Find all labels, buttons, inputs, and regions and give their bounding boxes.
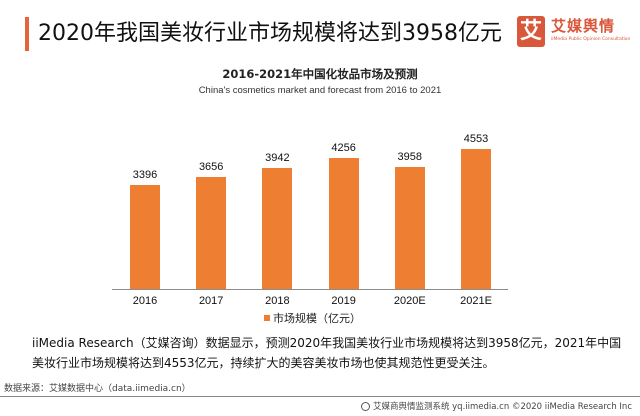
chart-subtitle: China's cosmetics market and forecast fr… — [198, 85, 442, 96]
brand-logo: 艾 艾媒舆情 iiMedia Public Opinion Consultati… — [517, 16, 637, 50]
logo-icon: 艾 — [517, 16, 545, 47]
bar-value-label: 3656 — [198, 161, 224, 173]
x-axis-line — [112, 289, 508, 290]
bar-group: 4256 2019 — [311, 100, 377, 307]
bar-value-label: 4256 — [331, 142, 356, 154]
bar-value-label: 3958 — [397, 151, 423, 163]
logo-tagline: iiMedia Public Opinion Consultation — [551, 37, 631, 42]
monitor-icon — [360, 401, 370, 411]
title-accent-bar — [25, 17, 29, 51]
footer-text: 艾媒商舆情监测系统 yq.iimedia.cn ©2020 iiMedia Re… — [372, 402, 632, 412]
x-axis-tick-label: 2017 — [198, 295, 224, 307]
bar-group: 3656 2017 — [178, 100, 244, 307]
chart-title: 2016-2021年中国化妆品市场及预测 — [222, 67, 418, 81]
legend-label: 市场规模（亿元） — [273, 312, 361, 325]
bar-value-label: 3396 — [132, 169, 158, 181]
footer-divider — [0, 396, 640, 397]
data-source: 数据来源：艾媒数据中心（data.iimedia.cn） — [4, 384, 191, 394]
bar — [461, 149, 491, 289]
bar-group: 3396 2016 — [112, 100, 178, 307]
chart-legend: 市场规模（亿元） — [264, 311, 361, 325]
logo-name: 艾媒舆情 — [551, 17, 616, 35]
legend-swatch — [264, 315, 270, 321]
bar-group: 3942 2018 — [244, 100, 310, 307]
bar — [328, 158, 359, 289]
bar — [196, 177, 227, 289]
bar — [262, 168, 293, 289]
x-axis-tick-label: 2019 — [331, 295, 356, 307]
x-axis-tick-label: 2021E — [460, 295, 492, 307]
description-text: iiMedia Research（艾媒咨询）数据显示，预测2020年我国美妆行业… — [32, 336, 622, 370]
x-axis-tick-label: 2018 — [265, 295, 290, 307]
footer: 艾媒商舆情监测系统 yq.iimedia.cn ©2020 iiMedia Re… — [360, 400, 632, 412]
bar-group: 4553 2021E — [443, 100, 509, 307]
bar-group: 3958 2020E — [377, 100, 443, 307]
bar-value-label: 3942 — [265, 152, 290, 164]
x-axis-tick-label: 2016 — [132, 295, 158, 307]
bar-chart-plot: 3396 2016 3656 2017 3942 2018 4256 2019 3958 2020… — [112, 100, 509, 307]
x-axis-tick-label: 2020E — [393, 295, 426, 307]
bar-value-label: 4553 — [463, 133, 489, 145]
bar — [130, 185, 160, 289]
page-title: 2020年我国美妆行业市场规模将达到3958亿元 — [38, 21, 502, 46]
bar — [394, 167, 425, 289]
